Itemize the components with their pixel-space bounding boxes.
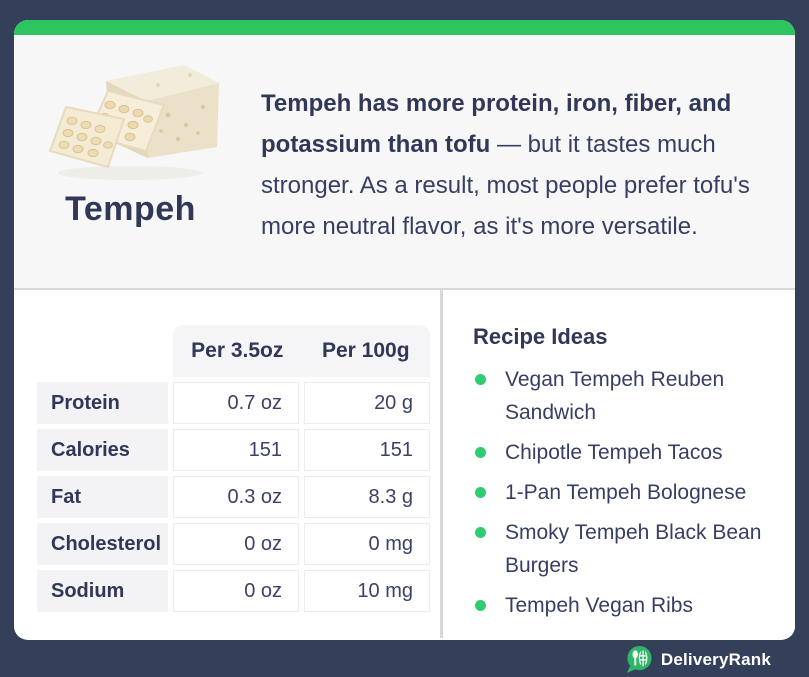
row-label-calories: Calories	[37, 429, 168, 471]
card-header: Tempeh Tempeh has more protein, iron, fi…	[14, 35, 795, 290]
table-column-headers: Per 3.5oz Per 100g	[173, 325, 430, 377]
deliveryrank-logo-icon	[626, 645, 652, 674]
description-text: Tempeh has more protein, iron, fiber, an…	[261, 83, 791, 247]
green-bullet-icon	[475, 374, 486, 385]
sodium-per-100g: 10 mg	[304, 570, 430, 612]
nutrition-table-pane: Per 3.5oz Per 100g Protein 0.7 oz 20 g C…	[14, 290, 443, 638]
row-label-cholesterol: Cholesterol	[37, 523, 168, 565]
list-item: Tempeh Vegan Ribs	[473, 589, 767, 622]
fat-per-100g: 8.3 g	[304, 476, 430, 518]
header-left-column: Tempeh	[14, 35, 247, 288]
green-bullet-icon	[475, 447, 486, 458]
protein-per-3-5oz: 0.7 oz	[173, 382, 299, 424]
list-item: 1-Pan Tempeh Bolognese	[473, 476, 767, 509]
table-corner-spacer	[37, 325, 168, 377]
row-label-sodium: Sodium	[37, 570, 168, 612]
calories-per-3-5oz: 151	[173, 429, 299, 471]
brand-name: DeliveryRank	[660, 650, 771, 669]
nutrition-table: Per 3.5oz Per 100g Protein 0.7 oz 20 g C…	[37, 325, 440, 612]
recipe-item-label: Tempeh Vegan Ribs	[505, 594, 693, 617]
accent-bar	[14, 20, 795, 35]
protein-per-100g: 20 g	[304, 382, 430, 424]
description-rest-text: — but it tastes much stronger. As a resu…	[261, 131, 750, 240]
recipe-ideas-heading: Recipe Ideas	[473, 324, 608, 349]
calories-per-100g: 151	[304, 429, 430, 471]
row-label-protein: Protein	[37, 382, 168, 424]
list-item: Vegan Tempeh Reuben Sandwich	[473, 363, 767, 429]
cholesterol-per-3-5oz: 0 oz	[173, 523, 299, 565]
recipe-item-label: Vegan Tempeh Reuben Sandwich	[505, 368, 725, 424]
description-bold-text: Tempeh has more protein, iron, fiber, an…	[261, 90, 732, 158]
header-description-column: Tempeh has more protein, iron, fiber, an…	[247, 35, 795, 288]
tempeh-illustration-icon	[48, 65, 219, 180]
fat-per-3-5oz: 0.3 oz	[173, 476, 299, 518]
tempeh-card: Tempeh Tempeh has more protein, iron, fi…	[14, 20, 795, 640]
recipe-item-label: Chipotle Tempeh Tacos	[505, 441, 723, 464]
column-header-per-100g: Per 100g	[321, 339, 410, 362]
brand-logo: DeliveryRank	[625, 645, 771, 675]
green-bullet-icon	[475, 600, 486, 611]
list-item: Smoky Tempeh Black Bean Burgers	[473, 516, 767, 582]
recipe-item-label: 1-Pan Tempeh Bolognese	[505, 481, 747, 504]
food-title: Tempeh	[65, 190, 196, 228]
cholesterol-per-100g: 0 mg	[304, 523, 430, 565]
recipe-item-label: Smoky Tempeh Black Bean Burgers	[505, 521, 762, 577]
row-label-fat: Fat	[37, 476, 168, 518]
recipe-ideas-pane: Recipe Ideas Vegan Tempeh Reuben Sandwic…	[443, 290, 795, 638]
green-bullet-icon	[475, 487, 486, 498]
card-body: Per 3.5oz Per 100g Protein 0.7 oz 20 g C…	[14, 290, 795, 638]
green-bullet-icon	[475, 527, 486, 538]
column-header-per-3-5oz: Per 3.5oz	[191, 339, 284, 362]
list-item: Chipotle Tempeh Tacos	[473, 436, 767, 469]
sodium-per-3-5oz: 0 oz	[173, 570, 299, 612]
